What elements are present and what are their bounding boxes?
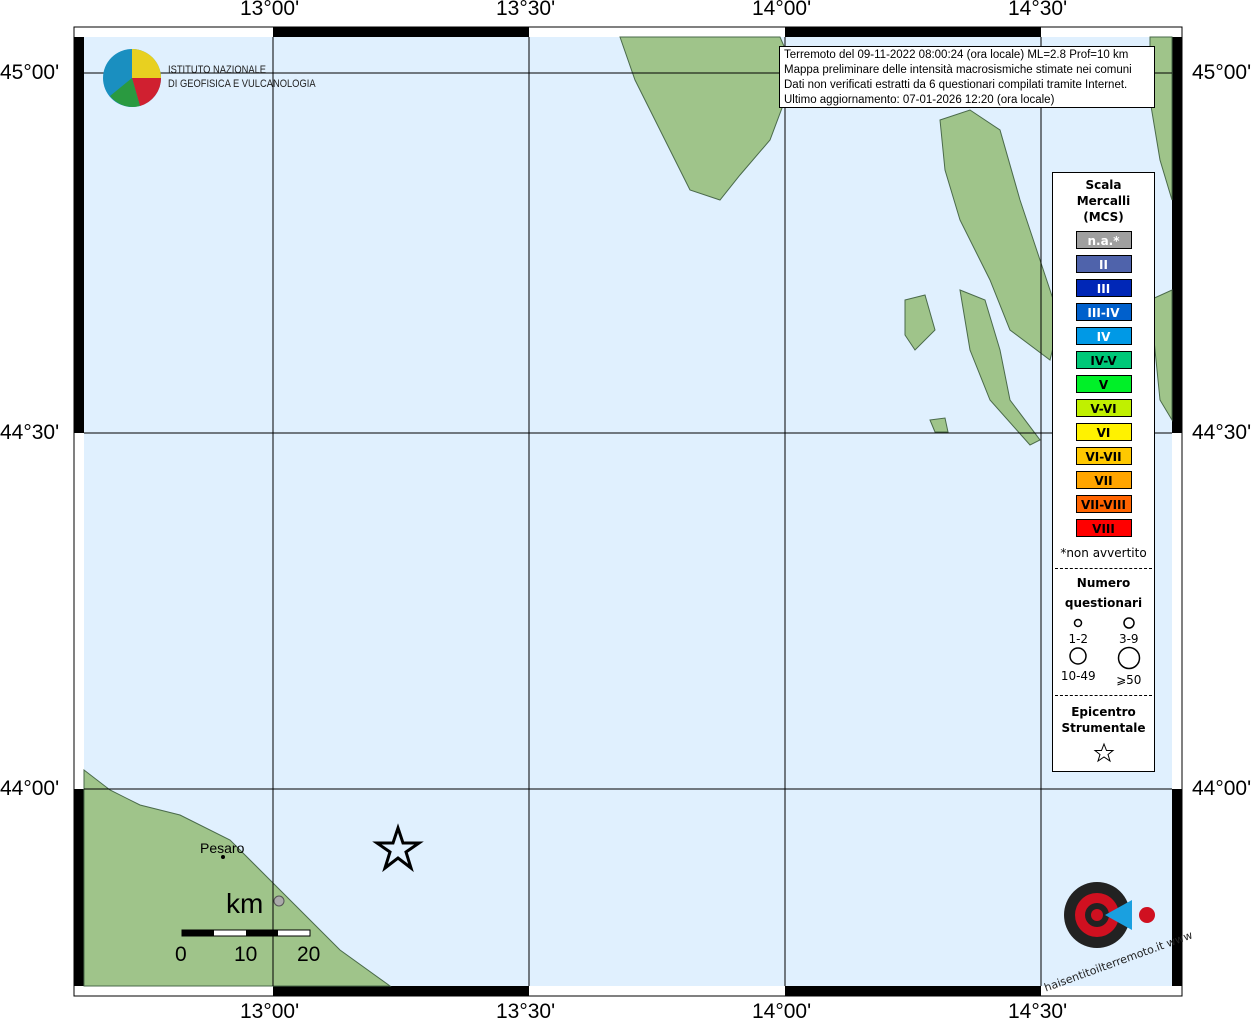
logo-line: DI GEOFISICA E VULCANOLOGIA	[168, 78, 316, 90]
intensity-swatch: IV-V	[1075, 351, 1132, 369]
legend-title-line: (MCS)	[1083, 210, 1124, 224]
circle-xlarge-icon	[1117, 646, 1140, 670]
intensity-swatches: n.a.* II III III-IV IV IV-V V V-VI VI VI-VII VII VI…	[1053, 231, 1154, 537]
lon-tick-top: 13°00'	[240, 0, 300, 20]
count-label: ⩾50	[1116, 673, 1142, 687]
ingv-logo-text: ISTITUTO NAZIONALE DI GEOFISICA E VULCAN…	[168, 63, 316, 91]
lat-tick-right: 44°00'	[1192, 777, 1252, 800]
intensity-swatch: III	[1075, 279, 1132, 297]
intensity-swatch: III-IV	[1075, 303, 1132, 321]
land	[83, 36, 1173, 987]
lat-tick-right: 44°30'	[1192, 421, 1252, 444]
intensity-swatch: IV	[1075, 327, 1132, 345]
graticule	[84, 37, 1172, 986]
lat-tick-left: 45°00'	[0, 61, 60, 84]
lon-tick-top: 14°00'	[752, 0, 812, 20]
intensity-swatch: II	[1075, 255, 1132, 273]
scale-label: 0	[175, 943, 187, 966]
lat-tick-left: 44°00'	[0, 777, 60, 800]
place-label-pesaro: Pesaro	[200, 840, 245, 856]
legend-title-line: Mercalli	[1076, 194, 1131, 208]
info-line: Ultimo aggiornamento: 07-01-2026 12:20 (…	[784, 94, 1055, 106]
count-item: ⩾50	[1104, 646, 1155, 687]
intensity-swatch: V-VI	[1075, 399, 1132, 417]
map-frame	[74, 27, 1182, 996]
legend-note: *non avvertito	[1060, 546, 1147, 560]
count-label: 10-49	[1060, 669, 1096, 683]
intensity-swatch: VII	[1075, 471, 1132, 489]
event-info-box: Terremoto del 09-11-2022 08:00:24 (ora l…	[779, 46, 1155, 108]
lon-tick-bottom: 13°00'	[240, 1000, 300, 1023]
info-line: Terremoto del 09-11-2022 08:00:24 (ora l…	[784, 49, 1129, 61]
intensity-swatch: VII-VIII	[1075, 495, 1132, 513]
epicenter-title-line: Epicentro	[1071, 705, 1136, 719]
divider	[1055, 568, 1152, 569]
lon-tick-bottom: 14°00'	[752, 1000, 812, 1023]
intensity-swatch: VI	[1075, 423, 1132, 441]
legend-title: Scala Mercalli (MCS)	[1053, 177, 1154, 225]
intensity-swatch: VIII	[1075, 519, 1132, 537]
lon-tick-top: 13°30'	[496, 0, 556, 20]
count-item: 10-49	[1053, 646, 1104, 687]
circle-medium-icon	[1123, 617, 1135, 629]
count-title-line: questionari	[1064, 596, 1143, 610]
intensity-swatch: VI-VII	[1075, 447, 1132, 465]
lat-tick-left: 44°30'	[0, 421, 60, 444]
logo-line: ISTITUTO NAZIONALE	[168, 64, 267, 76]
count-symbols: 1-2 3-9 10-49 ⩾50	[1053, 617, 1154, 687]
info-line: Mappa preliminare delle intensità macros…	[784, 64, 1132, 76]
haisentito-logo-icon	[1064, 882, 1155, 948]
epicenter-title: Epicentro Strumentale	[1053, 704, 1154, 736]
lon-tick-bottom: 14°30'	[1008, 1000, 1068, 1023]
lat-tick-right: 45°00'	[1192, 61, 1252, 84]
count-label: 3-9	[1118, 632, 1139, 646]
count-item: 3-9	[1104, 617, 1155, 646]
count-title-line: Numero	[1076, 576, 1131, 590]
intensity-swatch: V	[1075, 375, 1132, 393]
scale-bar	[181, 929, 311, 937]
legend: Scala Mercalli (MCS) n.a.* II III III-IV IV I…	[1052, 172, 1155, 772]
count-item: 1-2	[1053, 617, 1104, 646]
circle-large-icon	[1069, 647, 1087, 665]
info-line: Dati non verificati estratti da 6 questi…	[784, 79, 1128, 91]
epicenter-title-line: Strumentale	[1061, 721, 1146, 735]
ingv-logo-icon	[103, 49, 162, 107]
intensity-swatch: n.a.*	[1075, 231, 1132, 249]
circle-small-icon	[1074, 618, 1083, 628]
count-label: 1-2	[1068, 632, 1089, 646]
pesaro-marker	[221, 855, 225, 859]
scale-unit: km	[226, 888, 264, 919]
scale-label: 10	[234, 943, 258, 966]
lon-tick-bottom: 13°30'	[496, 1000, 556, 1023]
intensity-point	[273, 895, 285, 907]
count-title: Numero questionari	[1053, 573, 1154, 613]
legend-title-line: Scala	[1085, 178, 1122, 192]
scale-label: 20	[297, 943, 321, 966]
star-icon	[1093, 742, 1114, 763]
lon-tick-top: 14°30'	[1008, 0, 1068, 20]
divider	[1055, 695, 1152, 696]
epicenter-star-icon	[372, 823, 424, 873]
